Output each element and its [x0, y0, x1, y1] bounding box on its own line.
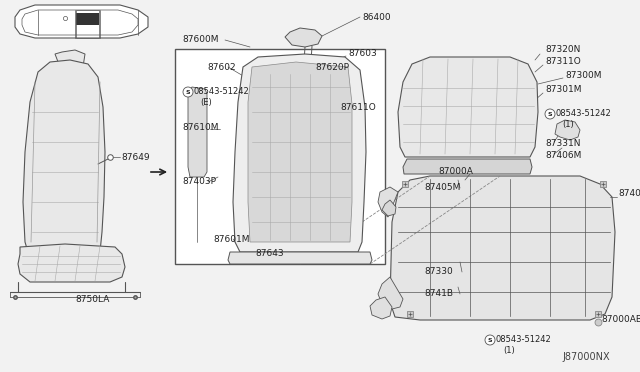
Polygon shape — [55, 50, 85, 70]
Text: 87600M: 87600M — [182, 35, 218, 45]
Bar — [76, 13, 99, 25]
Text: 87611O: 87611O — [340, 103, 376, 112]
Polygon shape — [555, 120, 580, 140]
Text: 87643: 87643 — [255, 250, 284, 259]
Polygon shape — [378, 277, 403, 309]
Text: 87405M: 87405M — [424, 183, 460, 192]
Polygon shape — [370, 297, 392, 319]
Text: S: S — [186, 90, 190, 94]
Polygon shape — [233, 54, 366, 252]
Text: (1): (1) — [562, 119, 573, 128]
Text: 87601M: 87601M — [213, 234, 250, 244]
Polygon shape — [228, 252, 372, 264]
Text: (1): (1) — [503, 346, 515, 355]
Text: 87301M: 87301M — [545, 86, 582, 94]
Text: 08543-51242: 08543-51242 — [556, 109, 612, 119]
Circle shape — [183, 87, 193, 97]
Bar — [175, 49, 385, 264]
Text: (E): (E) — [200, 97, 212, 106]
Polygon shape — [398, 57, 538, 157]
Text: 87649: 87649 — [121, 153, 150, 161]
Polygon shape — [403, 159, 532, 174]
Text: 87400: 87400 — [618, 189, 640, 199]
Text: 87603: 87603 — [348, 49, 377, 58]
Text: 87000A: 87000A — [438, 167, 473, 176]
Text: 87602: 87602 — [207, 62, 236, 71]
Polygon shape — [23, 60, 105, 252]
Polygon shape — [15, 5, 148, 38]
Text: 87406M: 87406M — [545, 151, 581, 160]
Text: 8750LA: 8750LA — [75, 295, 109, 305]
Circle shape — [485, 335, 495, 345]
Polygon shape — [382, 200, 396, 216]
Polygon shape — [248, 62, 352, 242]
Polygon shape — [390, 176, 615, 320]
Text: 87330: 87330 — [424, 267, 452, 276]
Text: 87320N: 87320N — [545, 45, 580, 55]
Text: 08543-51242: 08543-51242 — [496, 336, 552, 344]
Text: S: S — [548, 112, 552, 116]
Text: 87311O: 87311O — [545, 58, 580, 67]
Text: J87000NX: J87000NX — [563, 352, 610, 362]
Text: 87300M: 87300M — [565, 71, 602, 80]
Polygon shape — [18, 244, 125, 282]
Bar — [76, 10, 99, 38]
Text: 8741B: 8741B — [424, 289, 453, 298]
Text: 87620P: 87620P — [315, 62, 349, 71]
Circle shape — [545, 109, 555, 119]
Polygon shape — [188, 87, 207, 177]
Text: 86400: 86400 — [362, 13, 390, 22]
Text: 08543-51242: 08543-51242 — [194, 87, 250, 96]
Text: S: S — [488, 337, 492, 343]
Text: 87331N: 87331N — [545, 140, 580, 148]
Polygon shape — [378, 187, 398, 217]
Text: 87610M: 87610M — [182, 122, 218, 131]
Text: 87000AB: 87000AB — [601, 315, 640, 324]
Polygon shape — [285, 28, 322, 47]
Text: 87403P: 87403P — [182, 177, 216, 186]
